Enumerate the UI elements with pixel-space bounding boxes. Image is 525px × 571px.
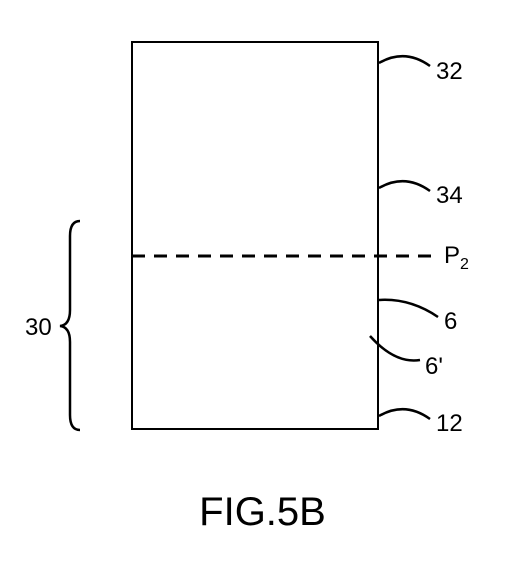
label-p2: P2 (444, 244, 469, 273)
label-12: 12 (436, 412, 463, 436)
leader-32 (379, 56, 430, 66)
leader-6 (379, 300, 438, 317)
layer-12 (131, 336, 379, 430)
label-6: 6 (444, 310, 457, 334)
label-30: 30 (25, 316, 52, 340)
label-32: 32 (436, 60, 463, 84)
leader-34 (379, 181, 430, 191)
layer-32 (131, 41, 379, 175)
leader-12 (379, 409, 430, 419)
brace-30 (60, 221, 80, 430)
label-34: 34 (436, 184, 463, 208)
layer-6p (131, 302, 379, 338)
label-p2-sub: 2 (460, 256, 469, 273)
figure-stage: 32 34 P2 6 6' 12 30 FIG.5B (0, 0, 525, 571)
label-6p: 6' (425, 355, 443, 379)
figure-caption: FIG.5B (0, 490, 525, 535)
layer-mid (131, 221, 379, 290)
label-p2-p: P (444, 242, 460, 269)
layer-34 (131, 173, 379, 223)
